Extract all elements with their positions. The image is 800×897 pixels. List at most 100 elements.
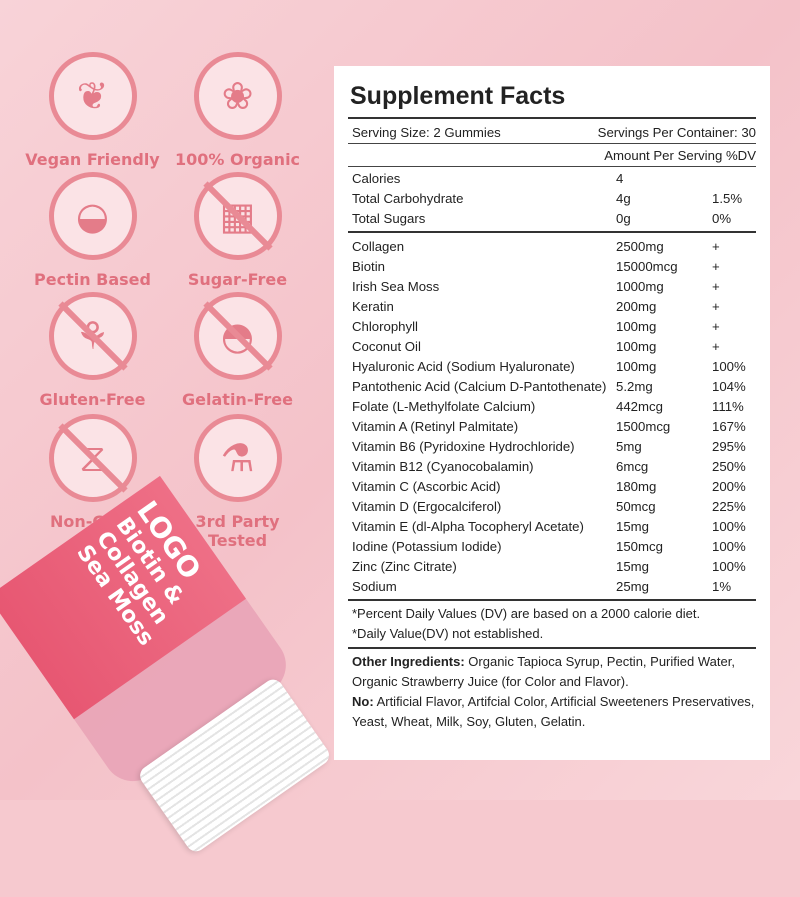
nutrient-amount: 50mcg <box>616 498 656 514</box>
nutrient-amount: 100mg <box>616 338 657 354</box>
exclusions: No: Artificial Flavor, Artifcial Color, … <box>348 692 756 732</box>
nutrient-dv: 100% <box>712 518 746 534</box>
nutrient-amount: 100mg <box>616 318 657 334</box>
nutrient-amount: 2500mg <box>616 238 664 254</box>
nutrient-name: Calories <box>352 170 401 186</box>
nutrient-amount: 0g <box>616 210 631 226</box>
amount-header: Amount Per Serving %DV <box>604 147 756 163</box>
nutrient-dv: + <box>712 258 720 274</box>
amount-header-row: Amount Per Serving %DV <box>348 145 756 165</box>
dv-note: *Percent Daily Values (DV) are based on … <box>352 606 701 621</box>
nutrient-name: Vitamin B12 (Cyanocobalamin) <box>352 458 534 474</box>
badge-3rd-party-tested: ⚗ 3rd Party Tested <box>165 414 310 550</box>
nutrient-row: Vitamin A (Retinyl Palmitate) 1500mcg 167% <box>348 416 756 436</box>
no-sugar-icon: ▦ <box>193 172 282 260</box>
nutrient-row: Pantothenic Acid (Calcium D-Pantothenate… <box>348 376 756 396</box>
divider <box>348 117 756 119</box>
nutrient-row: Zinc (Zinc Citrate) 15mg 100% <box>348 556 756 576</box>
nutrient-dv: 1% <box>712 578 732 594</box>
nutrient-amount: 1000mg <box>616 278 664 294</box>
nutrient-name: Keratin <box>352 298 394 314</box>
nutrient-row: Hyaluronic Acid (Sodium Hyaluronate) 100m… <box>348 356 756 376</box>
nutrient-rows: Collagen 2500mg + Biotin 15000mcg + Irish Sea … <box>348 236 756 596</box>
nutrient-name: Coconut Oil <box>352 338 421 354</box>
nutrient-dv: + <box>712 298 720 314</box>
badge-sugar-free: ▦ Sugar-Free <box>165 172 310 289</box>
nutrient-name: Folate (L-Methylfolate Calcium) <box>352 398 536 414</box>
nutrient-amount: 5.2mg <box>616 378 653 394</box>
divider <box>348 231 756 233</box>
badge-label: Vegan Friendly <box>25 150 160 169</box>
nutrient-row: Irish Sea Moss 1000mg + <box>348 276 756 296</box>
serving-size: Serving Size: 2 Gummies <box>352 124 501 140</box>
nutrient-name: Iodine (Potassium Iodide) <box>352 538 502 554</box>
nutrient-row: Vitamin D (Ergocalciferol) 50mcg 225% <box>348 496 756 516</box>
grapefruit-icon: ◒ <box>48 172 137 260</box>
nutrient-amount: 180mg <box>616 478 657 494</box>
no-label: No: <box>352 694 374 709</box>
nutrient-name: Vitamin E (dl-Alpha Tocopheryl Acetate) <box>352 518 584 534</box>
nutrient-name: Total Sugars <box>352 210 426 226</box>
badge-label: Sugar-Free <box>187 270 288 289</box>
other-text: Organic Tapioca Syrup, Pectin, Purified … <box>352 654 735 689</box>
nutrient-amount: 4 <box>616 170 624 186</box>
nutrient-dv: 167% <box>712 418 746 434</box>
nutrient-amount: 1500mcg <box>616 418 671 434</box>
nutrient-name: Vitamin C (Ascorbic Acid) <box>352 478 501 494</box>
lotus-icon: ❀ <box>193 52 282 140</box>
nutrient-dv: + <box>712 338 720 354</box>
nutrient-name: Collagen <box>352 238 405 254</box>
leaf-icon: ❦ <box>48 52 137 140</box>
lab-tested-seal-icon: ⚗ <box>193 414 282 502</box>
nutrient-row: Total Sugars 0g 0% <box>348 208 756 228</box>
nutrient-row: Biotin 15000mcg + <box>348 256 756 276</box>
nutrient-amount: 100mg <box>616 358 657 374</box>
badge-label: Gluten-Free <box>39 390 146 409</box>
badge-pectin-based: ◒ Pectin Based <box>20 172 165 289</box>
nutrient-row: Vitamin B6 (Pyridoxine Hydrochloride) 5mg… <box>348 436 756 456</box>
nutrient-dv: 100% <box>712 538 746 554</box>
nutrient-dv: 104% <box>712 378 746 394</box>
badge-label: Gelatin-Free <box>182 390 293 409</box>
nutrient-name: Total Carbohydrate <box>352 190 464 206</box>
nutrient-name: Vitamin D (Ergocalciferol) <box>352 498 502 514</box>
nutrient-row: Vitamin B12 (Cyanocobalamin) 6mcg 250% <box>348 456 756 476</box>
dv-note: *Daily Value(DV) not established. <box>352 626 544 641</box>
divider <box>348 166 756 167</box>
nutrient-amount: 15mg <box>616 558 649 574</box>
supplement-facts-panel: Supplement Facts Serving Size: 2 Gummies… <box>334 66 770 760</box>
nutrient-dv: 0% <box>712 210 732 226</box>
nutrient-name: Vitamin A (Retinyl Palmitate) <box>352 418 519 434</box>
nutrient-amount: 25mg <box>616 578 649 594</box>
nutrient-dv: 1.5% <box>712 190 743 206</box>
facts-title: Supplement Facts <box>350 82 566 110</box>
nutrient-name: Irish Sea Moss <box>352 278 440 294</box>
badge-gluten-free: ⚘ Gluten-Free <box>20 292 165 409</box>
nutrient-name: Biotin <box>352 258 385 274</box>
badge-label: Pectin Based <box>34 270 151 289</box>
nutrient-dv: + <box>712 238 720 254</box>
nutrient-amount: 4g <box>616 190 631 206</box>
nutrient-name: Sodium <box>352 578 397 594</box>
nutrient-row: Vitamin C (Ascorbic Acid) 180mg 200% <box>348 476 756 496</box>
no-wheat-icon: ⚘ <box>48 292 137 380</box>
no-dna-icon: ⧖ <box>48 414 137 502</box>
other-label: Other Ingredients: <box>352 654 465 669</box>
nutrient-row: Calories 4 <box>348 168 756 188</box>
nutrient-amount: 5mg <box>616 438 642 454</box>
badge-non-gmo: ⧖Non-GMO <box>20 414 165 531</box>
nutrient-dv: 200% <box>712 478 746 494</box>
serving-row: Serving Size: 2 Gummies Servings Per Con… <box>348 122 756 142</box>
nutrient-name: Hyaluronic Acid (Sodium Hyaluronate) <box>352 358 575 374</box>
nutrient-amount: 150mcg <box>616 538 663 554</box>
badge-vegan-friendly: ❦ Vegan Friendly <box>20 52 165 169</box>
divider <box>348 647 756 649</box>
nutrient-name: Chlorophyll <box>352 318 418 334</box>
nutrient-name: Vitamin B6 (Pyridoxine Hydrochloride) <box>352 438 575 454</box>
badge-100-organic: ❀ 100% Organic <box>165 52 310 169</box>
nutrient-dv: + <box>712 318 720 334</box>
no-gelatin-icon: ◓ <box>193 292 282 380</box>
nutrient-dv: 250% <box>712 458 746 474</box>
nutrient-dv: 111% <box>712 398 744 414</box>
nutrient-amount: 15mg <box>616 518 649 534</box>
